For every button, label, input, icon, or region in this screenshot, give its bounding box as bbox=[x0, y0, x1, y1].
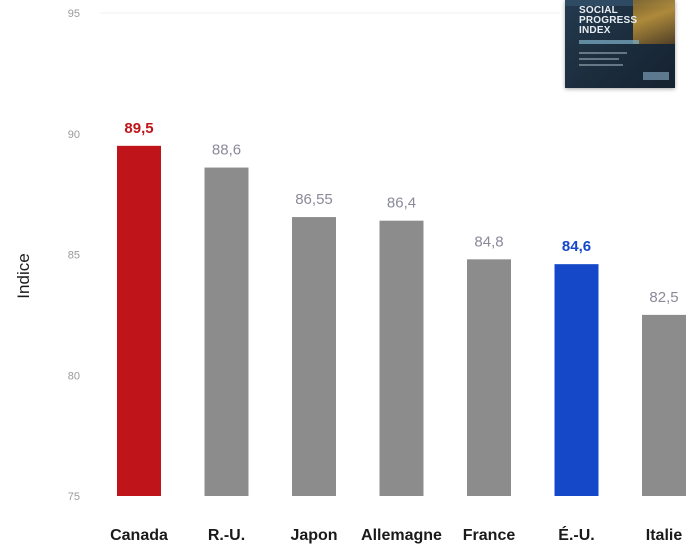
bar-4 bbox=[467, 259, 511, 496]
bar-3 bbox=[379, 220, 424, 496]
cover-photo bbox=[633, 0, 675, 44]
value-label: 89,5 bbox=[124, 120, 153, 137]
y-tick-label: 90 bbox=[68, 129, 80, 141]
cover-title: SOCIAL PROGRESS INDEX bbox=[579, 5, 638, 36]
cover-logo bbox=[643, 72, 669, 80]
bar-1 bbox=[204, 167, 249, 496]
value-labels: 89,5 88,6 86,55 86,4 84,8 84,6 82,5 bbox=[124, 120, 678, 306]
cover-text-line bbox=[579, 58, 619, 60]
bars bbox=[117, 145, 686, 496]
x-tick-label: Japon bbox=[290, 527, 337, 544]
value-label: 84,6 bbox=[562, 238, 591, 255]
bar-5 bbox=[554, 264, 599, 496]
cover-text-line bbox=[579, 64, 623, 66]
cover-text-line bbox=[579, 52, 627, 54]
y-tick-label: 95 bbox=[68, 8, 80, 20]
value-label: 86,4 bbox=[387, 195, 416, 212]
report-cover-thumbnail: SOCIAL PROGRESS INDEX bbox=[565, 0, 675, 88]
value-label: 86,55 bbox=[295, 191, 333, 208]
value-label: 82,5 bbox=[649, 289, 678, 306]
y-axis-label: Indice bbox=[14, 253, 33, 298]
cover-subtitle-bar bbox=[579, 40, 639, 44]
bar-0 bbox=[117, 145, 161, 496]
value-label: 88,6 bbox=[212, 142, 241, 159]
x-tick-label: Canada bbox=[110, 527, 168, 544]
x-tick-label: Allemagne bbox=[361, 527, 442, 544]
y-tick-label: 75 bbox=[68, 491, 80, 503]
value-label: 84,8 bbox=[474, 233, 503, 250]
y-tick-label: 80 bbox=[68, 370, 80, 382]
bar-6 bbox=[642, 314, 686, 496]
bar-2 bbox=[292, 217, 336, 496]
x-tick-label: É.-U. bbox=[558, 525, 594, 544]
y-tick-label: 85 bbox=[68, 250, 80, 262]
x-tick-label: R.-U. bbox=[208, 527, 245, 544]
category-labels: Canada R.-U. Japon Allemagne France É.-U. Ital… bbox=[110, 525, 682, 544]
y-axis-ticks: 75 80 85 90 95 bbox=[68, 8, 80, 503]
x-tick-label: Italie bbox=[646, 527, 683, 544]
cover-stripe bbox=[565, 0, 675, 6]
x-tick-label: France bbox=[463, 527, 516, 544]
